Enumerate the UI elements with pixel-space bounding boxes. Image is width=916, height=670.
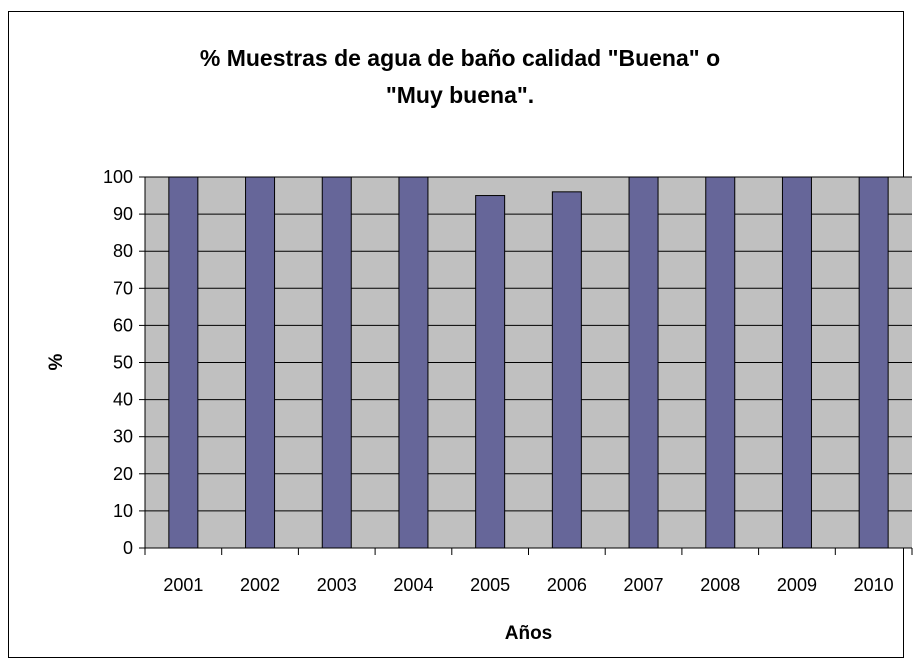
chart-title: % Muestras de agua de baño calidad "Buen… [60, 40, 860, 114]
y-tick-label: 60 [113, 315, 133, 335]
chart-title-line1: % Muestras de agua de baño calidad "Buen… [199, 45, 721, 71]
y-tick-label: 40 [113, 390, 133, 410]
bar-2002 [245, 176, 276, 549]
x-tick-label: 2006 [547, 575, 587, 595]
x-tick-label: 2007 [624, 575, 664, 595]
x-tick-label: 2008 [700, 575, 740, 595]
y-tick-label: 30 [113, 427, 133, 447]
axes [139, 176, 913, 555]
y-tick-label: 90 [113, 204, 133, 224]
bar-2003 [321, 176, 352, 549]
bar-2004 [398, 176, 429, 549]
x-tick-label: 2002 [240, 575, 280, 595]
x-tick-label: 2009 [777, 575, 817, 595]
x-tick-label: 2005 [470, 575, 510, 595]
x-tick-label: 2004 [393, 575, 433, 595]
y-tick-label: 0 [123, 538, 133, 558]
bar-2001 [168, 176, 199, 549]
bar-2009 [781, 176, 812, 549]
x-axis-title: Años [505, 623, 553, 644]
x-tick-labels: 2001 2002 2003 2004 2005 2006 2007 2008 2009 2010 [163, 575, 893, 595]
y-tick-label: 70 [113, 278, 133, 298]
y-tick-labels: 0 10 20 30 40 50 60 70 80 90 100 [103, 167, 133, 558]
bar-2006 [551, 191, 582, 549]
chart-title-line2: "Muy buena". [385, 82, 535, 108]
bar-2005 [475, 195, 506, 549]
y-tick-label: 100 [103, 167, 133, 187]
bar-2007 [628, 176, 659, 549]
x-tick-label: 2010 [854, 575, 894, 595]
y-tick-label: 50 [113, 353, 133, 373]
y-tick-label: 80 [113, 241, 133, 261]
y-tick-label: 20 [113, 464, 133, 484]
bar-2010 [858, 176, 889, 549]
x-tick-label: 2003 [317, 575, 357, 595]
x-tick-label: 2001 [163, 575, 203, 595]
y-axis-title: % [46, 353, 67, 370]
bars [168, 176, 889, 549]
bar-2008 [705, 176, 736, 549]
y-tick-label: 10 [113, 501, 133, 521]
